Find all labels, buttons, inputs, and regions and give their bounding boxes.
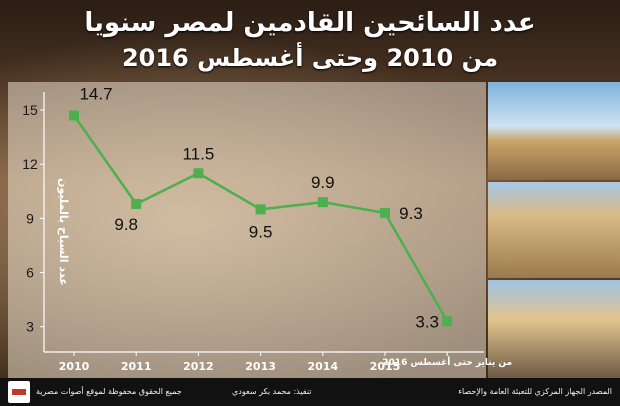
series-line-segment bbox=[260, 200, 323, 211]
footer-rights: جميع الحقوق محفوظة لموقع أصوات مصرية bbox=[36, 387, 182, 396]
x-tick-label: 2013 bbox=[245, 360, 276, 373]
data-value-label: 9.9 bbox=[311, 173, 335, 192]
series-line-segment bbox=[322, 200, 386, 215]
footer: جميع الحقوق محفوظة لموقع أصوات مصرية تنف… bbox=[0, 378, 620, 406]
data-point-marker bbox=[442, 316, 453, 327]
x-tick-label: 2012 bbox=[183, 360, 214, 373]
pyramids-photo bbox=[488, 82, 620, 180]
data-value-label: 9.8 bbox=[114, 215, 138, 234]
y-axis-label: عدد السياح بالمليون bbox=[57, 178, 70, 286]
series-line-segment bbox=[383, 212, 449, 322]
series-line-segment bbox=[72, 114, 138, 205]
sphinx-photo bbox=[488, 280, 620, 378]
y-tick-label: 3 bbox=[26, 319, 34, 335]
footer-design-credit: تنفيذ: محمد بكر سعودي bbox=[232, 387, 312, 396]
data-point-marker bbox=[131, 198, 142, 209]
x-tick-label: 2014 bbox=[307, 360, 338, 373]
data-point-marker bbox=[380, 207, 390, 218]
data-value-label: 3.3 bbox=[415, 312, 439, 331]
series-line-segment bbox=[135, 172, 199, 206]
x-tick-label: 2010 bbox=[59, 360, 90, 373]
x-tick-label: 2011 bbox=[121, 360, 152, 373]
y-tick-label: 9 bbox=[26, 210, 34, 226]
data-value-label: 14.7 bbox=[79, 84, 112, 103]
data-point-marker bbox=[193, 168, 204, 179]
x-tick-label: 2015 bbox=[370, 360, 401, 373]
x-tick-label: من يناير حتى أغسطس 2016 bbox=[382, 356, 512, 368]
chart-title-line-1: عدد السائحين القادمين لمصر سنويا bbox=[84, 8, 536, 38]
y-tick-label: 12 bbox=[22, 156, 38, 172]
data-point-marker bbox=[317, 197, 328, 208]
photo-strip bbox=[488, 82, 620, 378]
data-point-marker bbox=[255, 204, 266, 215]
data-value-label: 11.5 bbox=[182, 144, 214, 163]
plot-panel bbox=[8, 82, 486, 378]
site-logo bbox=[8, 381, 30, 403]
temple-statues-photo bbox=[488, 182, 620, 278]
footer-source: المصدر الجهاز المركزي للتعبئة العامة وال… bbox=[458, 387, 612, 396]
data-point-marker bbox=[69, 110, 79, 121]
chart-title-line-2: من 2010 وحتى أغسطس 2016 bbox=[121, 44, 499, 72]
series-line-segment bbox=[197, 172, 262, 211]
y-tick-label: 15 bbox=[22, 102, 38, 118]
data-value-label: 9.3 bbox=[399, 204, 423, 223]
y-tick-label: 6 bbox=[26, 265, 34, 281]
data-value-label: 9.5 bbox=[249, 222, 273, 241]
